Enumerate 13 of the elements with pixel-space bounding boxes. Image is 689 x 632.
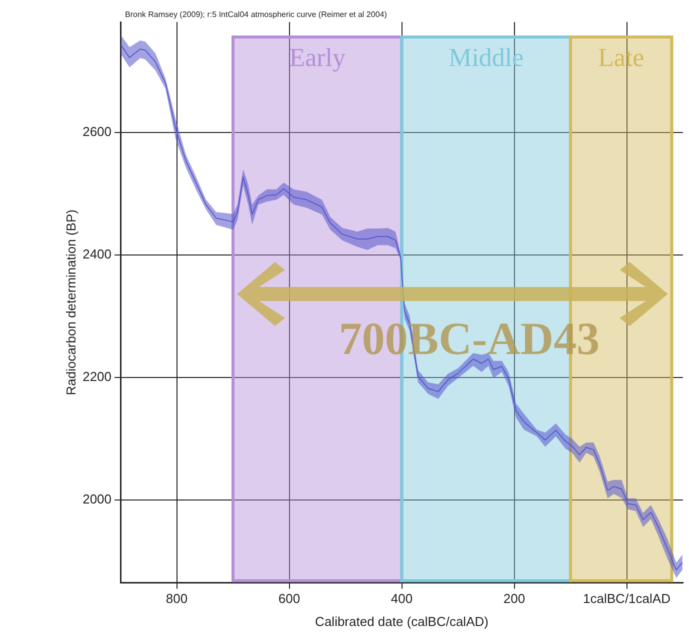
x-tick-label: 400 [390, 591, 413, 606]
y-tick-label: 2000 [82, 492, 112, 507]
y-tick-label: 2200 [82, 369, 112, 384]
band-label: Early [289, 42, 346, 72]
y-tick-label: 2400 [82, 246, 112, 262]
x-tick-label: 600 [278, 591, 300, 606]
y-axis-title: Radiocarbon determination (BP) [63, 210, 78, 396]
x-axis-title: Calibrated date (calBC/calAD) [315, 614, 488, 629]
x-tick-label: 200 [503, 591, 526, 606]
text: Bronk Ramsey (2009); r:5 IntCal04 atmospheric curve (Reimer et al 2004) [125, 10, 387, 19]
x-tick-label: 1calBC/1calAD [583, 591, 670, 606]
y-tick-label: 2600 [82, 124, 112, 139]
x-tick-label: 800 [166, 591, 188, 606]
